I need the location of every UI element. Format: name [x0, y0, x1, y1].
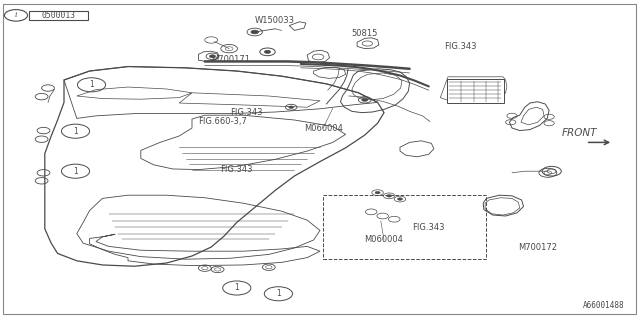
Circle shape — [375, 191, 380, 194]
Circle shape — [362, 98, 368, 101]
FancyBboxPatch shape — [447, 79, 504, 103]
Circle shape — [264, 50, 271, 53]
Text: 1: 1 — [73, 167, 78, 176]
Text: M700171: M700171 — [211, 55, 250, 64]
Text: M060004: M060004 — [304, 124, 342, 132]
Circle shape — [289, 106, 294, 108]
Text: FRONT: FRONT — [561, 128, 596, 138]
Text: 1: 1 — [234, 284, 239, 292]
Text: W150033: W150033 — [255, 16, 295, 25]
Text: 0500013: 0500013 — [42, 11, 76, 20]
Text: i: i — [15, 12, 17, 20]
Text: 50815: 50815 — [351, 29, 378, 38]
Text: FIG.343: FIG.343 — [413, 223, 445, 232]
Text: M700172: M700172 — [518, 244, 557, 252]
Text: FIG.660-3,7: FIG.660-3,7 — [198, 117, 247, 126]
Text: 1: 1 — [73, 127, 78, 136]
Circle shape — [251, 30, 259, 34]
Circle shape — [387, 195, 392, 197]
Text: A66001488: A66001488 — [582, 301, 624, 310]
Text: 1: 1 — [276, 289, 281, 298]
Text: M060004: M060004 — [365, 236, 403, 244]
Text: 1: 1 — [89, 80, 94, 89]
Text: FIG.343: FIG.343 — [230, 108, 262, 116]
Circle shape — [209, 55, 216, 58]
Text: FIG.343: FIG.343 — [221, 165, 253, 174]
Circle shape — [397, 198, 403, 200]
Text: FIG.343: FIG.343 — [445, 42, 477, 51]
FancyBboxPatch shape — [29, 11, 88, 20]
